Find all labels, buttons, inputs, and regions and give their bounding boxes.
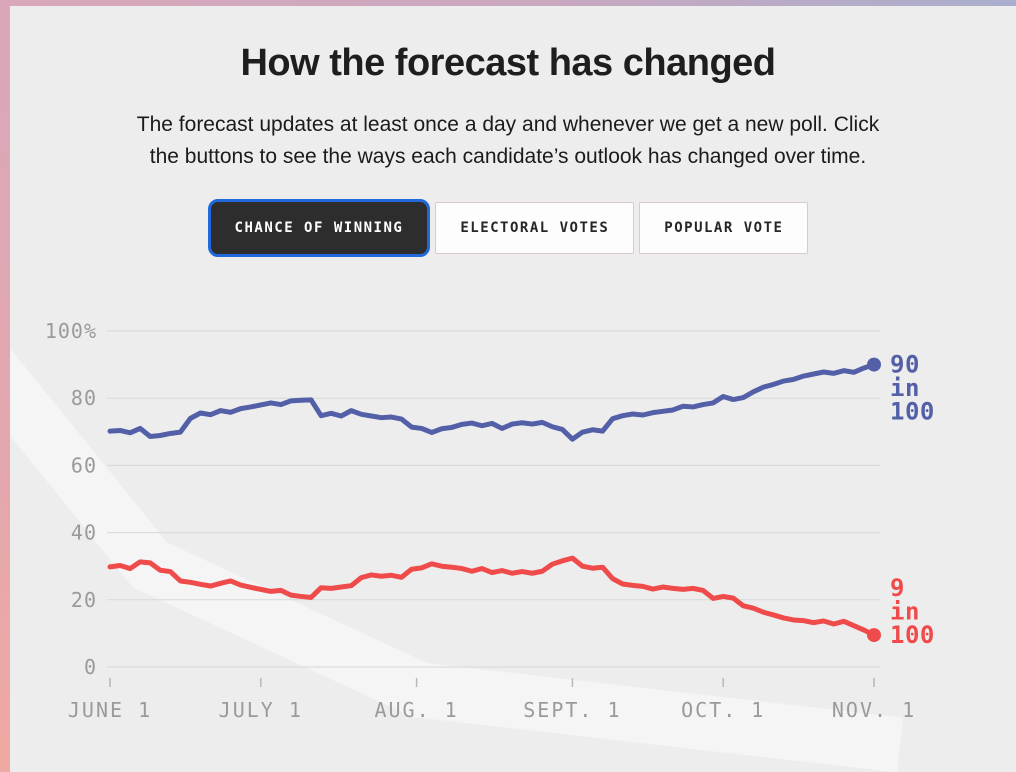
- red-line-end-label: 100: [890, 621, 935, 649]
- blue-line-end-dot: [867, 357, 881, 372]
- blue-line[interactable]: [107, 362, 877, 442]
- chart-header: How the forecast has changed The forecas…: [0, 0, 1016, 257]
- view-toggle-group: CHANCE OF WINNING ELECTORAL VOTES POPULA…: [0, 199, 1016, 257]
- red-line-end-dot: [867, 628, 881, 643]
- x-axis-tick-label: SEPT. 1: [523, 698, 621, 722]
- blue-line-end-label: 90: [890, 351, 920, 379]
- page-title: How the forecast has changed: [240, 42, 776, 84]
- page-subtitle: The forecast updates at least once a day…: [136, 113, 880, 168]
- y-axis-tick-label: 60: [71, 453, 97, 477]
- tab-electoral-votes[interactable]: ELECTORAL VOTES: [435, 202, 635, 254]
- y-axis-tick-label: 100%: [45, 319, 97, 343]
- tab-chance-of-winning[interactable]: CHANCE OF WINNING: [207, 199, 431, 257]
- red-line-end-label: 9: [890, 574, 905, 602]
- page-border-left: [0, 0, 10, 772]
- tab-popular-vote[interactable]: POPULAR VOTE: [639, 202, 809, 254]
- page-border-top: [0, 0, 1016, 6]
- blue-line-end-label: 100: [890, 398, 935, 426]
- x-axis-tick-label: JULY 1: [219, 698, 303, 722]
- x-axis-tick-label: AUG. 1: [374, 698, 458, 722]
- red-line[interactable]: [107, 555, 877, 638]
- y-axis-tick-label: 40: [71, 521, 97, 545]
- x-axis-tick-label: JUNE 1: [68, 698, 152, 722]
- background-watermark: [0, 335, 904, 772]
- red-line-end-label: in: [890, 598, 920, 626]
- y-axis-tick-label: 80: [71, 386, 97, 410]
- blue-line-end-label: in: [890, 374, 920, 402]
- y-axis-tick-label: 0: [84, 655, 97, 679]
- x-axis-tick-label: NOV. 1: [832, 698, 916, 722]
- x-axis-tick-label: OCT. 1: [681, 698, 765, 722]
- y-axis-tick-label: 20: [71, 588, 97, 612]
